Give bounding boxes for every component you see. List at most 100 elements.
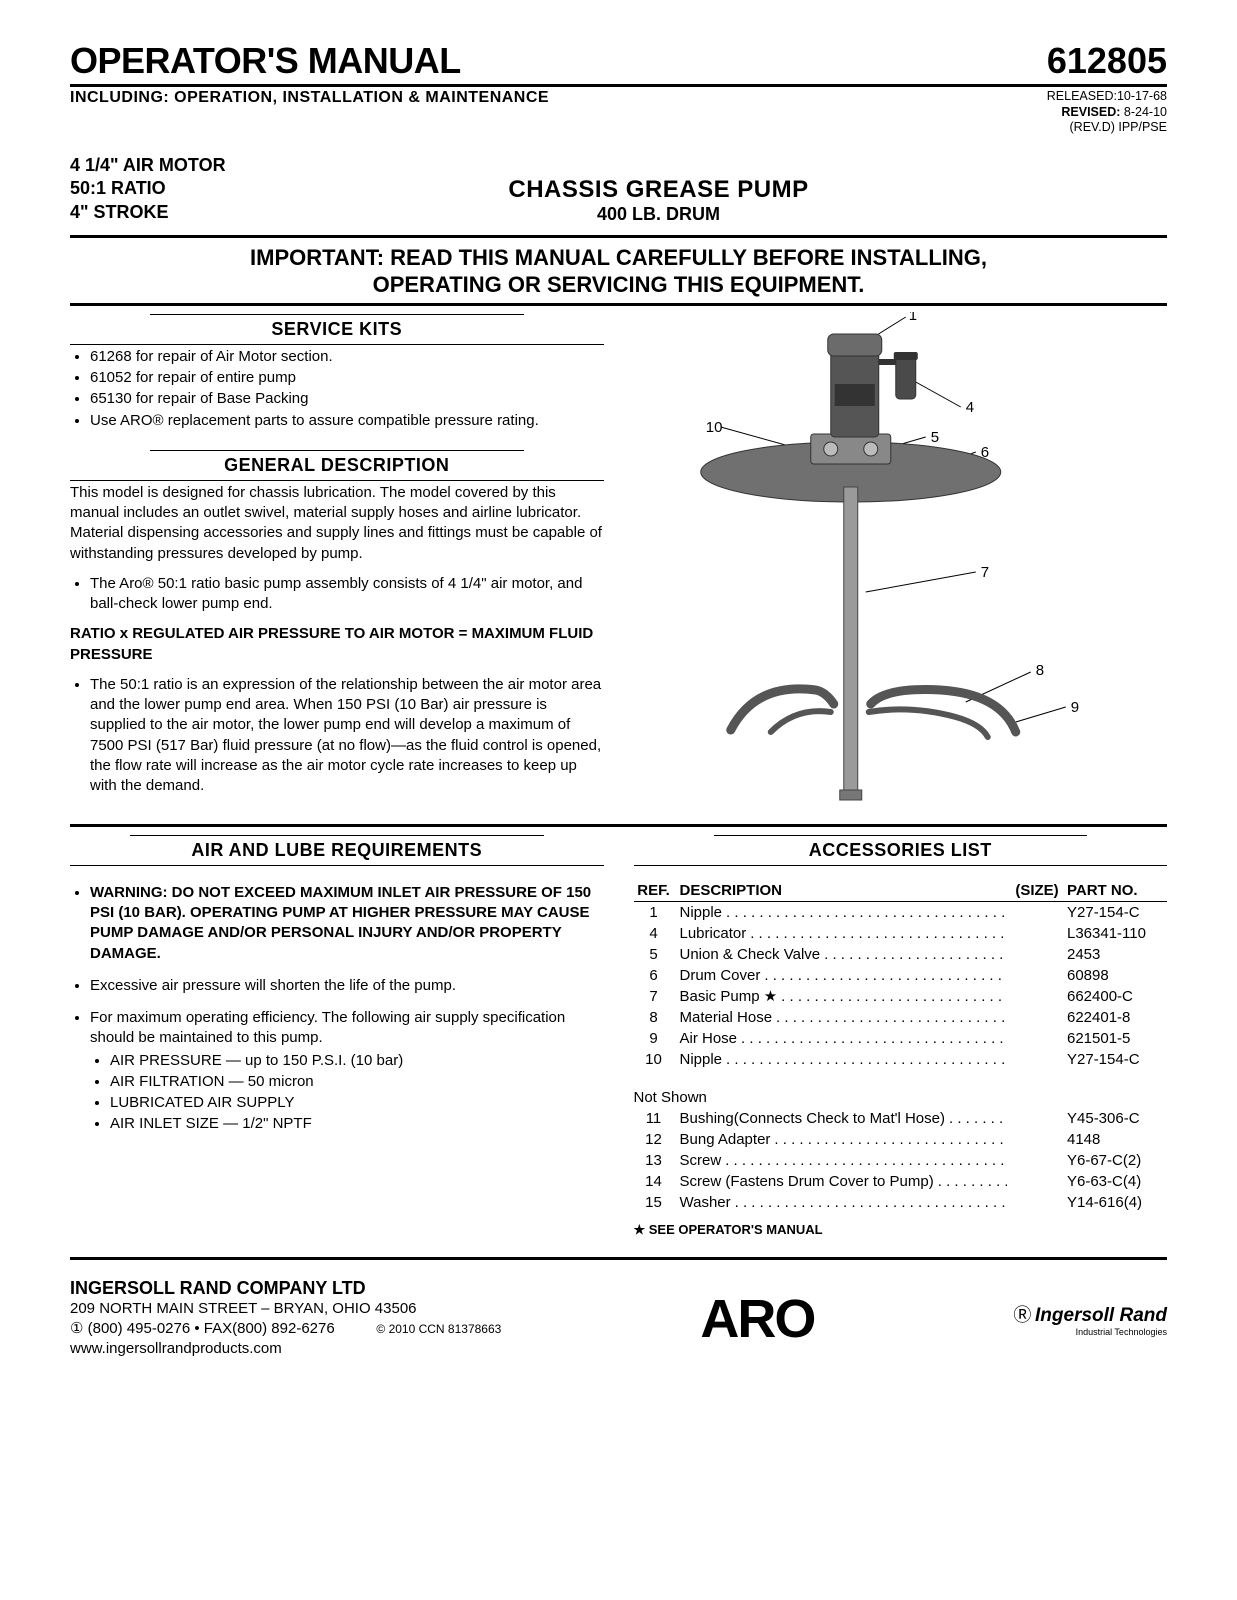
company-block: INGERSOLL RAND COMPANY LTD 209 NORTH MAI… [70,1278,501,1360]
rev-note: (REV.D) IPP/PSE [1047,120,1167,136]
revised-date: 8-24-10 [1124,105,1167,119]
col-ref: REF. [634,882,674,899]
pump-tube [843,487,857,797]
main-title: OPERATOR'S MANUAL [70,40,461,82]
pump-figure: 1 4 10 5 6 7 8 9 [634,312,1168,822]
table-row: 5Union & Check Valve2453 [634,944,1168,965]
service-kits-heading: SERVICE KITS [70,319,604,340]
list-item: AIR INLET SIZE — 1/2" NPTF [110,1114,604,1134]
table-row: 9Air Hose621501-5 [634,1028,1168,1049]
callout: 9 [1070,699,1078,716]
rule [70,303,1167,306]
upper-columns: SERVICE KITS 61268 for repair of Air Mot… [70,312,1167,822]
company-web: www.ingersollrandproducts.com [70,1339,501,1359]
formula: RATIO x REGULATED AIR PRESSURE TO AIR MO… [70,624,604,665]
list-item: LUBRICATED AIR SUPPLY [110,1093,604,1113]
product-title: CHASSIS GREASE PUMP [330,176,987,204]
accessories-table: REF. DESCRIPTION (SIZE) PART NO. 1Nipple… [634,882,1168,1239]
callout: 10 [705,419,722,436]
released-label: RELEASED: [1047,89,1117,103]
service-kits-list: 61268 for repair of Air Motor section. 6… [70,347,604,431]
list-item: For maximum operating efficiency. The fo… [90,1008,604,1135]
general-desc-heading: GENERAL DESCRIPTION [70,455,604,476]
table-row: 8Material Hose622401-8 [634,1007,1168,1028]
company-address: 209 NORTH MAIN STREET – BRYAN, OHIO 4350… [70,1299,501,1319]
aro-logo: ARO [700,1288,814,1350]
table-row: 1NippleY27-154-C [634,902,1168,923]
lower-columns: AIR AND LUBE REQUIREMENTS WARNING: DO NO… [70,833,1167,1239]
callout: 7 [980,564,988,581]
ir-logo-text: Ingersoll Rand [1035,1305,1167,1326]
table-row: 6Drum Cover60898 [634,965,1168,986]
list-item: 61052 for repair of entire pump [90,368,604,388]
copyright: © 2010 CCN 81378663 [376,1322,501,1336]
air-hose [868,709,987,737]
important-line: OPERATING OR SERVICING THIS EQUIPMENT. [70,271,1167,299]
subtitle: INCLUDING: OPERATION, INSTALLATION & MAI… [70,89,549,107]
not-shown-label: Not Shown [634,1088,1168,1108]
coupling [810,434,890,464]
product-sub: 400 LB. DRUM [330,204,987,225]
table-row: 13ScrewY6-67-C(2) [634,1150,1168,1171]
warning-text: WARNING: DO NOT EXCEED MAXIMUM INLET AIR… [90,883,604,964]
list-item: 65130 for repair of Base Packing [90,389,604,409]
col-size: (SIZE) [1007,882,1067,899]
spec-line: 50:1 RATIO [70,177,330,200]
star-note: ★ SEE OPERATOR'S MANUAL [634,1221,1168,1239]
list-item: The Aro® 50:1 ratio basic pump assembly … [90,574,604,615]
table-row: 7Basic Pump ★662400-C [634,986,1168,1007]
table-row: 14Screw (Fastens Drum Cover to Pump)Y6-6… [634,1171,1168,1192]
air-lube-heading: AIR AND LUBE REQUIREMENTS [70,840,604,861]
callout: 8 [1035,662,1043,679]
motor-cap [827,334,881,356]
general-desc-para: This model is designed for chassis lubri… [70,483,604,564]
table-row: 15WasherY14-616(4) [634,1192,1168,1213]
rule [70,1257,1167,1260]
spec-line: 4 1/4" AIR MOTOR [70,154,330,177]
col-right-figure: 1 4 10 5 6 7 8 9 [634,312,1168,822]
important-notice: IMPORTANT: READ THIS MANUAL CAREFULLY BE… [70,240,1167,301]
company-name: INGERSOLL RAND COMPANY LTD [70,1278,501,1299]
callout: 4 [965,399,973,416]
specs-row: 4 1/4" AIR MOTOR 50:1 RATIO 4" STROKE CH… [70,154,1167,225]
accessories-col: ACCESSORIES LIST REF. DESCRIPTION (SIZE)… [634,833,1168,1239]
ir-sub: Industrial Technologies [1013,1327,1167,1337]
released-date: 10-17-68 [1117,89,1167,103]
rule [70,824,1167,827]
list-item: 61268 for repair of Air Motor section. [90,347,604,367]
important-line: IMPORTANT: READ THIS MANUAL CAREFULLY BE… [70,244,1167,272]
table-row: 12Bung Adapter4148 [634,1129,1168,1150]
air-lube-col: AIR AND LUBE REQUIREMENTS WARNING: DO NO… [70,833,604,1239]
footer: INGERSOLL RAND COMPANY LTD 209 NORTH MAI… [70,1278,1167,1360]
callout: 5 [930,429,938,446]
list-item: AIR FILTRATION — 50 micron [110,1072,604,1092]
table-header: REF. DESCRIPTION (SIZE) PART NO. [634,882,1168,902]
specs-center: CHASSIS GREASE PUMP 400 LB. DRUM [330,154,987,225]
part-number: 612805 [1047,40,1167,82]
table-row: 4LubricatorL36341-110 [634,923,1168,944]
list-item: Excessive air pressure will shorten the … [90,976,604,996]
release-block: RELEASED:10-17-68 REVISED: 8-24-10 (REV.… [1047,89,1167,136]
rule [70,235,1167,238]
list-item: Use ARO® replacement parts to assure com… [90,411,604,431]
ir-brand: Ⓡ Ingersoll Rand Industrial Technologies [1013,1301,1167,1337]
col-part: PART NO. [1067,882,1167,899]
header: OPERATOR'S MANUAL 612805 [70,40,1167,82]
pump-illustration: 1 4 10 5 6 7 8 9 [634,312,1168,822]
rule [70,84,1167,87]
table-row: 10NippleY27-154-C [634,1049,1168,1070]
spec-line: 4" STROKE [70,201,330,224]
table-row: 11Bushing(Connects Check to Mat'l Hose)Y… [634,1108,1168,1129]
company-phone: ① (800) 495-0276 • FAX(800) 892-6276 [70,1320,335,1337]
air-hose [770,711,830,732]
specs-left: 4 1/4" AIR MOTOR 50:1 RATIO 4" STROKE [70,154,330,225]
col-left: SERVICE KITS 61268 for repair of Air Mot… [70,312,604,822]
list-item: The 50:1 ratio is an expression of the r… [90,675,604,797]
callout: 1 [908,312,916,324]
intro-text: For maximum operating efficiency. The fo… [90,1009,565,1046]
accessories-heading: ACCESSORIES LIST [634,840,1168,861]
lubricator [895,357,915,399]
list-item: AIR PRESSURE — up to 150 P.S.I. (10 bar) [110,1051,604,1071]
revised-label: REVISED: [1061,105,1120,119]
col-desc: DESCRIPTION [674,882,1008,899]
